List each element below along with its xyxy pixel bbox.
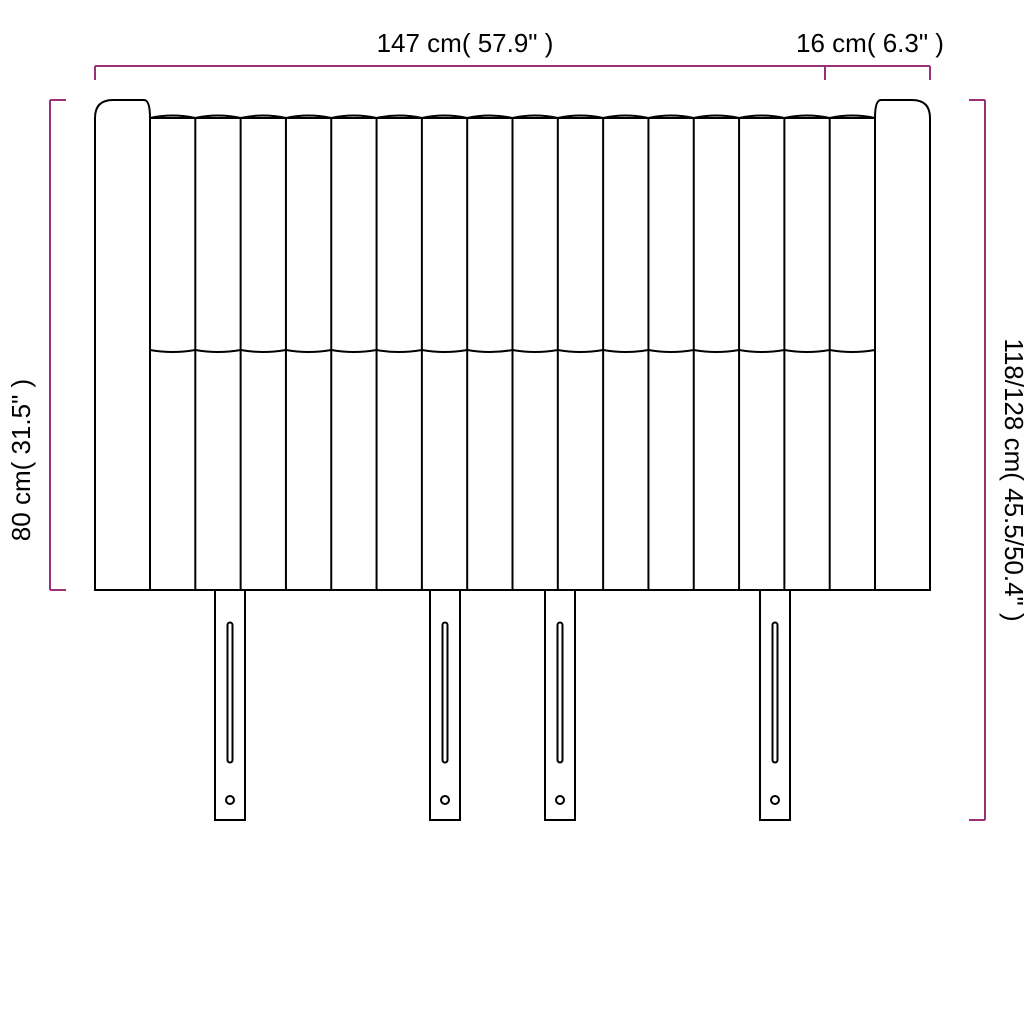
- dim-label-total_h: 118/128 cm( 45.5/50.4" ): [999, 338, 1024, 621]
- legs-group: [215, 586, 790, 820]
- dim-label-depth: 16 cm( 6.3" ): [796, 28, 944, 58]
- dim-label-width: 147 cm( 57.9" ): [377, 28, 554, 58]
- leg: [215, 586, 245, 820]
- headboard-panel: [95, 100, 930, 590]
- leg: [760, 586, 790, 820]
- dim-label-panel_h: 80 cm( 31.5" ): [6, 379, 36, 541]
- leg: [545, 586, 575, 820]
- leg: [430, 586, 460, 820]
